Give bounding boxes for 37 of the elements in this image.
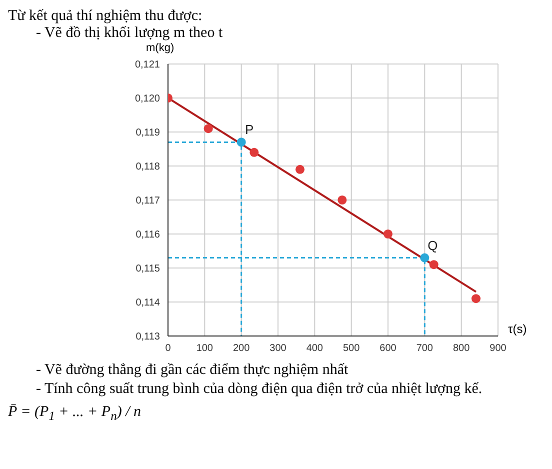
point	[295, 164, 305, 174]
x-tick-label: 900	[490, 343, 507, 354]
x-tick-label: 100	[196, 343, 214, 354]
text: - Vẽ đường thẳng đi gần các điểm thực nghiệm nhất	[35, 362, 350, 379]
point	[236, 138, 246, 147]
text: - Tính công suất trung bình của dòng điện qua điện trở của nhiệt lượng kế.	[35, 381, 484, 398]
y-tick-label: 0,115	[136, 264, 160, 275]
annotation: P	[244, 122, 254, 138]
x-tick-label: 0	[165, 343, 172, 354]
x-tick-label: 500	[342, 343, 360, 354]
text: P̄ = (P$_{1}$ + ... + P$_{n}$) / n	[8, 404, 142, 424]
point	[383, 229, 393, 239]
x-axis-title: τ(s)	[508, 322, 527, 336]
point	[420, 253, 430, 262]
x-tick-label: 800	[452, 343, 470, 354]
y-tick-label: 0,121	[134, 60, 160, 71]
x-tick-label: 600	[380, 343, 397, 354]
y-tick-label: 0,116	[136, 230, 160, 241]
annotation: Q	[428, 238, 438, 253]
point	[338, 195, 347, 205]
y-tick-label: 0,117	[136, 196, 160, 207]
y-tick-label: 0,118	[136, 162, 160, 173]
y-tick-label: 0,114	[136, 298, 160, 309]
x-tick-label: 700	[416, 343, 434, 354]
point	[471, 294, 481, 304]
chart-title: Từ kết quả thí nghiệm thu được:	[8, 8, 204, 25]
point	[250, 148, 259, 157]
y-tick-label: 0,113	[136, 332, 160, 343]
y-tick-label: 0,119	[136, 128, 160, 139]
point	[429, 260, 438, 270]
chart-subtitle: - Vẽ đồ thị khối lượng m theo t	[35, 25, 224, 42]
x-tick-label: 300	[270, 343, 287, 354]
y-tick-label: 0,120	[134, 94, 160, 105]
x-tick-label: 400	[306, 343, 324, 354]
y-axis-title: m(kg)	[146, 42, 174, 54]
x-tick-label: 200	[232, 343, 250, 354]
point	[204, 124, 213, 134]
